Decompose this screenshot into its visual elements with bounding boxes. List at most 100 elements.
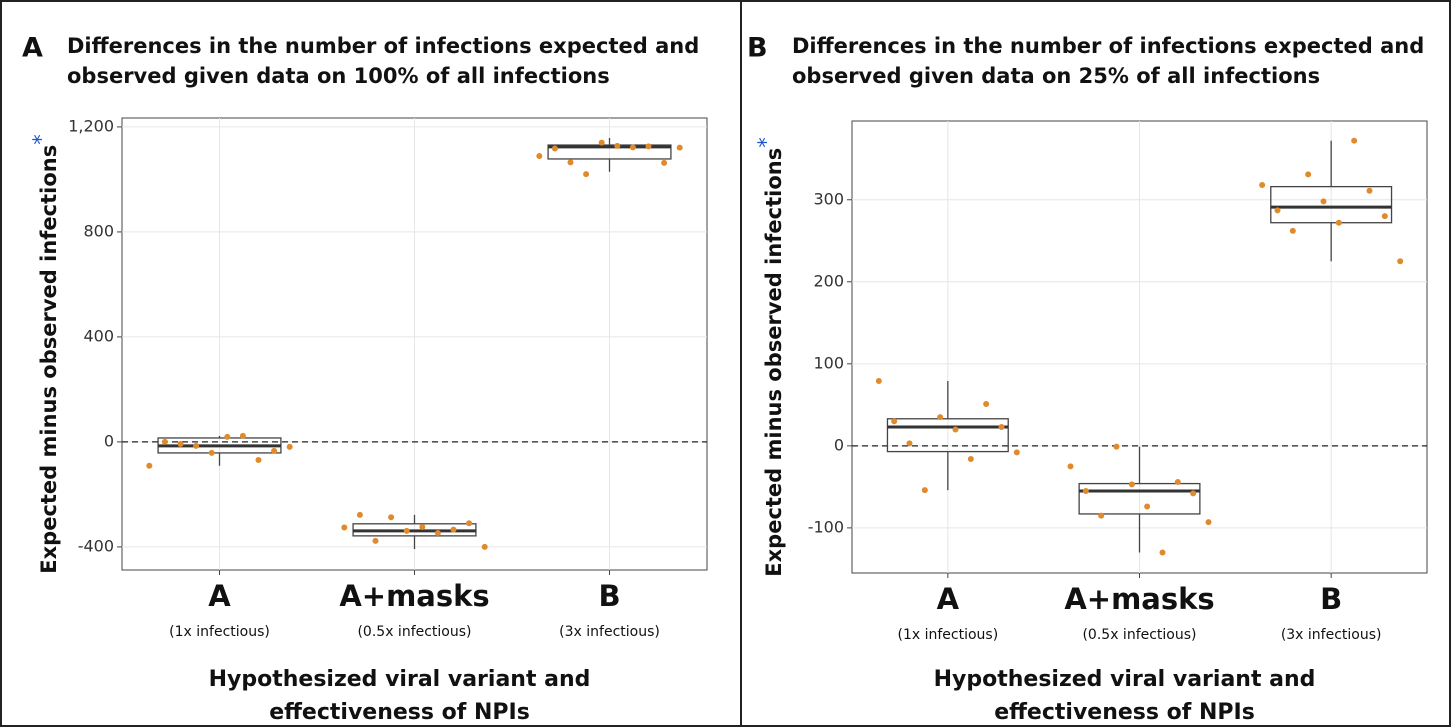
y-axis-label-mark: * [754,137,778,148]
panel-label: B [747,33,768,64]
point [1098,512,1105,519]
point [356,511,363,518]
x-tick-label: A [937,582,960,616]
box [886,418,1009,453]
x-tick-label: A+masks [1064,582,1214,616]
point [983,401,990,408]
x-tick-note: (3x infectious) [559,624,660,640]
x-tick-note: (1x infectious) [169,624,270,640]
point [1128,481,1135,488]
x-axis-label: Hypothesized viral variant and [934,667,1316,692]
point [906,440,913,447]
point [255,457,262,464]
point [271,447,278,454]
y-tick-label: 800 [83,221,114,240]
point [1289,227,1296,234]
point [1335,219,1342,226]
point [629,144,636,151]
panel-label: A [22,33,43,64]
point [598,139,605,146]
chart-title: Differences in the number of infections … [792,34,1424,58]
point [952,426,959,433]
x-tick-label: B [1320,582,1342,616]
point [1397,258,1404,265]
point [1274,207,1281,214]
point [146,462,153,469]
y-tick-label: 200 [813,271,844,290]
panel: B Differences in the number of infections… [747,33,1428,725]
point [998,423,1005,430]
x-axis-label: Hypothesized viral variant and [209,667,591,692]
y-tick-label: 300 [813,189,844,208]
panel: A Differences in the number of infections… [22,33,708,725]
point [193,442,200,449]
point [536,153,543,160]
chart-title: Differences in the number of infections … [67,34,699,58]
point [967,455,974,462]
point [208,449,215,456]
y-tick-label: 0 [104,431,114,450]
point [450,526,457,533]
point [341,524,348,531]
point [161,438,168,445]
point [1067,463,1074,470]
y-axis-label: Expected minus observed infections* [754,137,786,576]
point [891,418,898,425]
x-tick-note: (3x infectious) [1281,627,1382,643]
box [1270,185,1393,224]
x-tick-note: (1x infectious) [897,627,998,643]
point [1144,503,1151,510]
x-axis-label: effectiveness of NPIs [994,700,1255,725]
point [567,159,574,166]
x-tick-label: A+masks [339,579,489,613]
point [1259,181,1266,188]
point [1205,519,1212,526]
y-axis-label-text: Expected minus observed infections [37,145,61,574]
point [875,378,882,385]
chart-title: observed given data on 100% of all infec… [67,64,610,88]
box [547,144,672,160]
chart-title: observed given data on 25% of all infect… [792,64,1320,88]
point [466,520,473,527]
point [224,433,231,440]
point [551,145,558,152]
x-tick-label: B [598,579,620,613]
point [1174,478,1181,485]
y-axis-label-mark: * [29,134,53,145]
point [645,143,652,150]
point [1190,490,1197,497]
point [1159,549,1166,556]
point [1013,449,1020,456]
x-axis-label: effectiveness of NPIs [269,700,530,725]
x-tick-note: (0.5x infectious) [357,624,471,640]
point [921,487,928,494]
y-tick-label: 1,200 [68,116,114,135]
point [1113,443,1120,450]
point [286,443,293,450]
y-axis-label: Expected minus observed infections* [29,134,61,573]
box [1078,482,1201,515]
point [388,514,395,521]
point [419,523,426,530]
point [177,441,184,448]
point [403,527,410,534]
y-tick-label: -100 [808,517,844,536]
point [434,529,441,536]
point [583,171,590,178]
point [1366,187,1373,194]
point [239,432,246,439]
x-tick-label: A [208,579,231,613]
point [1305,171,1312,178]
point [676,144,683,151]
y-axis-label-text: Expected minus observed infections [762,148,786,577]
point [1082,487,1089,494]
point [1351,137,1358,144]
y-tick-label: 100 [813,353,844,372]
y-tick-label: 400 [83,326,114,345]
point [661,159,668,166]
y-tick-label: -400 [78,536,114,555]
y-tick-label: 0 [834,435,844,454]
point [1381,213,1388,220]
